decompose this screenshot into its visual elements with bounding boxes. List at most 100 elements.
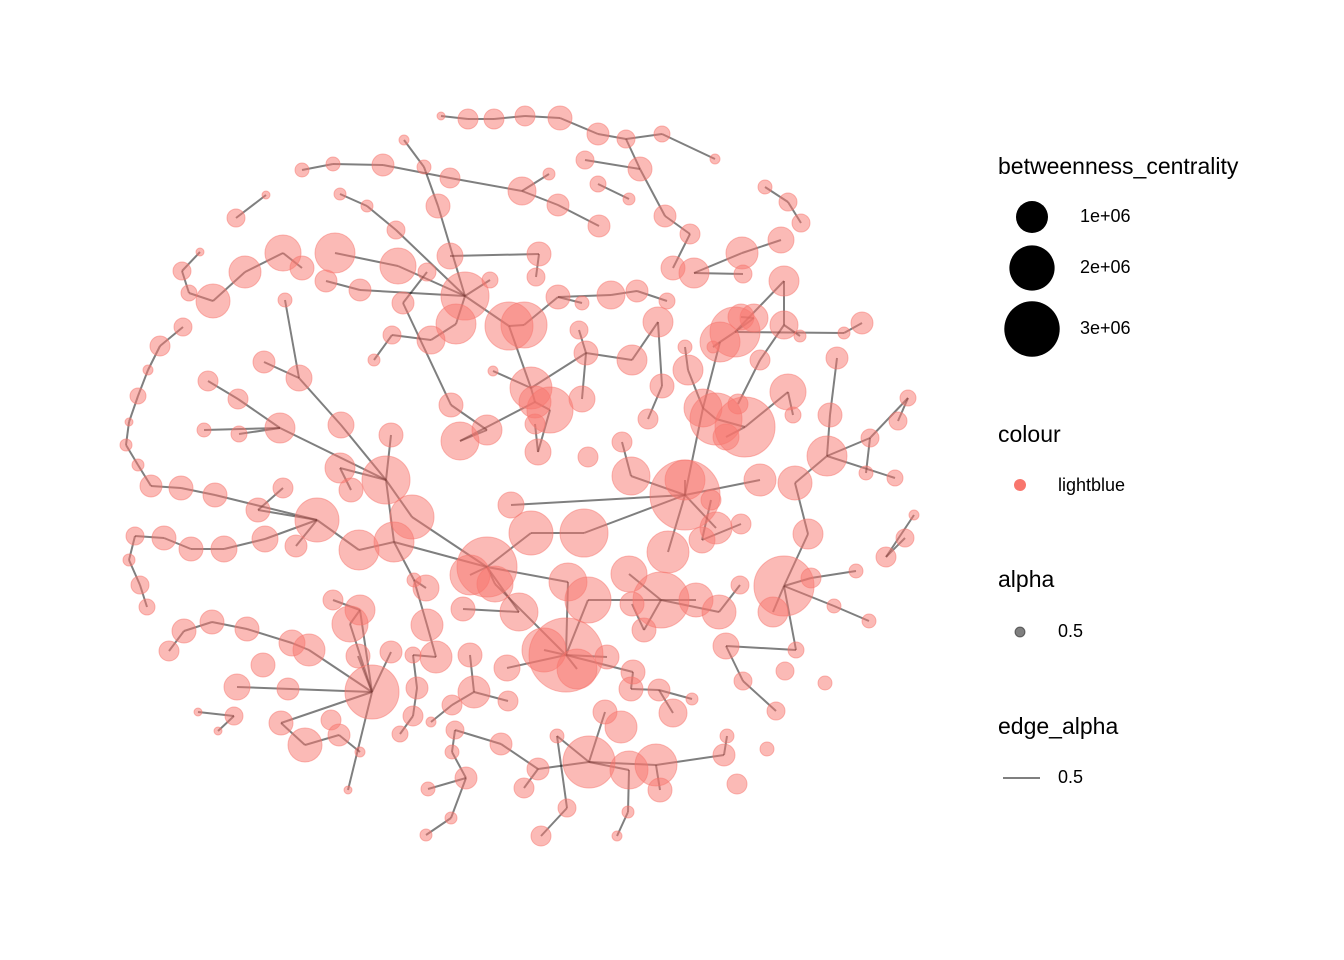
node xyxy=(195,283,231,319)
node xyxy=(327,723,351,747)
node xyxy=(438,392,464,418)
legend-label: 1e+06 xyxy=(1080,206,1131,226)
node xyxy=(817,675,833,691)
node xyxy=(178,536,204,562)
legend-title: colour xyxy=(998,421,1061,447)
node xyxy=(487,365,499,377)
node xyxy=(499,592,539,632)
node xyxy=(526,757,550,781)
node xyxy=(611,456,651,496)
node xyxy=(493,654,521,682)
node xyxy=(450,596,476,622)
node xyxy=(294,162,310,178)
node xyxy=(908,509,920,521)
node xyxy=(616,129,636,149)
node xyxy=(410,608,444,642)
node xyxy=(489,732,513,756)
legend-key xyxy=(1009,245,1055,291)
node xyxy=(338,529,380,571)
node xyxy=(379,247,417,285)
node xyxy=(454,766,478,790)
node xyxy=(895,528,915,548)
node xyxy=(733,264,753,284)
edge xyxy=(556,735,568,809)
node xyxy=(685,692,699,706)
node xyxy=(500,301,548,349)
node xyxy=(360,199,374,213)
node xyxy=(508,510,554,556)
node xyxy=(314,232,356,274)
node xyxy=(361,455,411,505)
node xyxy=(564,576,612,624)
node xyxy=(412,574,440,602)
node xyxy=(382,325,402,345)
node xyxy=(701,594,737,630)
node xyxy=(589,175,607,193)
node xyxy=(199,609,225,635)
node xyxy=(712,632,740,660)
node xyxy=(749,349,771,371)
node xyxy=(344,664,400,720)
node xyxy=(391,291,415,315)
node xyxy=(444,811,458,825)
node xyxy=(138,598,156,616)
legend-title: betweenness_centrality xyxy=(998,153,1239,179)
node xyxy=(436,111,446,121)
node xyxy=(130,575,150,595)
node xyxy=(688,526,716,554)
node xyxy=(119,438,133,452)
node xyxy=(416,325,446,355)
legend-label: 3e+06 xyxy=(1080,318,1131,338)
edge xyxy=(402,302,452,406)
node xyxy=(647,777,673,803)
node xyxy=(542,167,556,181)
node xyxy=(726,773,748,795)
node xyxy=(378,422,404,448)
node xyxy=(325,156,341,172)
node xyxy=(712,423,740,451)
edge xyxy=(661,133,716,160)
node xyxy=(444,744,460,760)
node xyxy=(294,497,340,543)
node xyxy=(777,465,813,501)
node xyxy=(168,475,194,501)
node xyxy=(526,241,552,267)
node xyxy=(699,321,741,363)
node xyxy=(627,156,653,182)
node xyxy=(886,469,904,487)
node xyxy=(647,678,671,702)
legend: betweenness_centrality colour lightblue … xyxy=(998,153,1239,787)
node xyxy=(658,292,676,310)
node xyxy=(837,326,851,340)
node xyxy=(436,242,464,270)
node xyxy=(497,690,519,712)
node xyxy=(545,284,571,310)
node xyxy=(775,661,795,681)
node xyxy=(193,707,203,717)
node xyxy=(575,150,595,170)
node xyxy=(618,676,644,702)
node xyxy=(124,417,134,427)
node xyxy=(649,373,675,399)
node xyxy=(672,354,704,386)
node xyxy=(806,435,848,477)
node xyxy=(848,563,864,579)
node xyxy=(425,716,437,728)
node xyxy=(875,546,897,568)
node xyxy=(562,735,616,789)
node xyxy=(557,798,577,818)
node xyxy=(223,673,251,701)
node xyxy=(180,284,198,302)
node xyxy=(514,105,536,127)
node xyxy=(709,153,721,165)
node xyxy=(791,213,811,233)
node xyxy=(420,781,436,797)
edge xyxy=(449,253,540,257)
node xyxy=(402,705,424,727)
node xyxy=(250,652,276,678)
node xyxy=(417,262,437,282)
node xyxy=(268,710,294,736)
node xyxy=(712,743,736,767)
node xyxy=(826,598,842,614)
node xyxy=(653,204,677,228)
